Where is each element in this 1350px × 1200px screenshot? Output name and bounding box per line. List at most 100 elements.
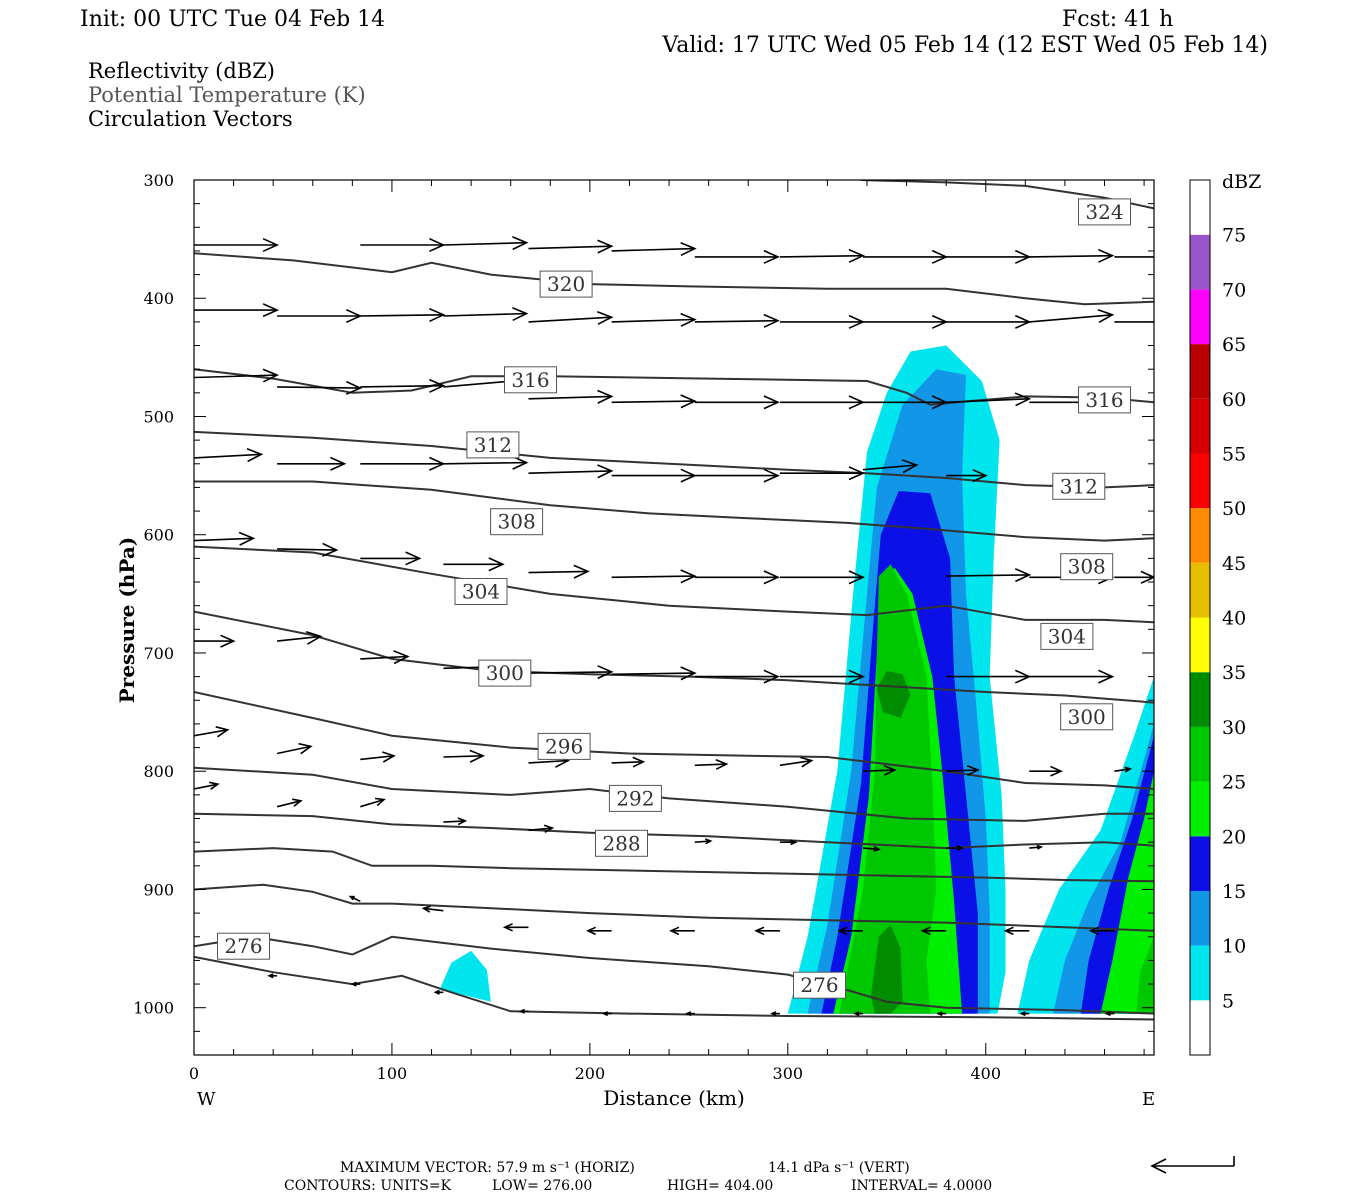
contour-label: 312 [1052, 472, 1106, 500]
colorbar-tick-label: 70 [1222, 279, 1246, 301]
colorbar-tick-label: 40 [1222, 608, 1246, 630]
x-tick-label: 400 [970, 1064, 1001, 1083]
colorbar-swatch [1190, 344, 1210, 399]
footer-contour-units: CONTOURS: UNITS=K [284, 1178, 452, 1194]
x-tick-label: 300 [773, 1064, 804, 1083]
circulation-vector [779, 669, 865, 684]
circulation-vector [611, 468, 697, 483]
colorbar-swatch [1190, 726, 1210, 782]
circulation-vector [862, 459, 919, 474]
contour-label: 324 [1078, 198, 1131, 226]
colorbar-swatch [1190, 945, 1210, 1001]
reflectivity-region-30dbz [870, 924, 903, 1014]
circulation-vector [1104, 1011, 1115, 1017]
circulation-vector [194, 303, 280, 318]
circulation-vector [1029, 765, 1063, 777]
y-tick-label: 700 [143, 644, 174, 663]
svg-text:308: 308 [1068, 555, 1106, 579]
circulation-vector [694, 570, 780, 585]
circulation-vector [348, 895, 361, 903]
y-tick-label: 300 [143, 171, 174, 190]
svg-text:312: 312 [474, 433, 512, 457]
circulation-vector [694, 669, 780, 684]
circulation-vector [946, 764, 980, 776]
circulation-vector [779, 314, 865, 329]
colorbar-tick-label: 10 [1222, 936, 1246, 958]
reflectivity-region-5dbz [439, 950, 491, 1002]
circulation-vector [528, 239, 614, 254]
y-axis-label: Pressure (hPa) [115, 537, 139, 704]
circulation-vector [920, 926, 947, 936]
contour-label: 300 [478, 659, 532, 687]
colorbar-tick-label: 55 [1222, 443, 1246, 465]
circulation-vector [601, 1011, 612, 1017]
y-tick-label: 400 [143, 289, 174, 308]
legend-circulation-vectors: Circulation Vectors [88, 107, 293, 131]
colorbar-tick-label: 35 [1222, 662, 1246, 684]
circulation-vector [936, 1011, 947, 1017]
circulation-vector [1114, 766, 1133, 773]
circulation-vector [528, 389, 614, 404]
colorbar-units: dBZ [1222, 171, 1261, 193]
circulation-vector [946, 392, 1032, 407]
circulation-vector [1029, 669, 1115, 684]
circulation-vector [779, 756, 814, 768]
footer-contour-low: LOW= 276.00 [492, 1178, 592, 1194]
colorbar-swatch [1190, 562, 1210, 618]
circulation-vector [779, 570, 865, 585]
y-axis: 300 400 500 600 700 800 900 1000 [133, 171, 1154, 1056]
circulation-vector [277, 456, 347, 471]
svg-text:276: 276 [224, 934, 262, 958]
contour-label: 304 [1040, 622, 1094, 650]
theta-contour-304 [194, 545, 1154, 624]
valid-time: Valid: 17 UTC Wed 05 Feb 14 (12 EST Wed … [661, 33, 1268, 58]
circulation-vector [1003, 926, 1030, 936]
reflectivity-region-25dbz [1136, 936, 1154, 1014]
circulation-vector [779, 466, 865, 481]
svg-text:300: 300 [486, 661, 524, 685]
circulation-vector [421, 905, 444, 913]
circulation-vector [277, 630, 323, 645]
circulation-vector [276, 798, 303, 808]
colorbar-tick-label: 20 [1222, 826, 1246, 848]
circulation-vector [194, 726, 230, 738]
x-axis-label: Distance (km) [603, 1086, 745, 1110]
svg-text:324: 324 [1085, 200, 1123, 224]
circulation-vector [277, 542, 339, 557]
circulation-vector [946, 468, 988, 483]
colorbar: 5 10 15 20 25 30 35 40 45 50 55 60 65 70 75 [1189, 179, 1246, 1056]
circulation-vector [611, 666, 697, 681]
reflectivity-region-30dbz [876, 670, 911, 718]
circulation-vector [443, 817, 468, 826]
theta-contour-284 [194, 847, 1154, 883]
reflectivity-region-25dbz [839, 564, 937, 1014]
colorbar-tick-label: 50 [1222, 498, 1246, 520]
theta-contour-308 [194, 480, 1154, 542]
circulation-vector [1114, 321, 1154, 323]
circulation-vector [1029, 248, 1115, 263]
circulation-vector [528, 665, 614, 680]
circulation-vector [694, 838, 713, 845]
circulation-vector [779, 248, 865, 263]
colorbar-swatch [1190, 672, 1210, 727]
circulation-vector [267, 973, 278, 979]
svg-text:300: 300 [1068, 705, 1106, 729]
svg-text:288: 288 [602, 831, 640, 855]
colorbar-tick-label: 60 [1222, 389, 1246, 411]
colorbar-swatch [1190, 617, 1210, 673]
forecast-hour: Fcst: 41 h [1062, 7, 1173, 32]
svg-text:276: 276 [800, 973, 838, 997]
x-axis-east-label: E [1142, 1089, 1155, 1110]
theta-contour-276 [194, 935, 1154, 1015]
circulation-vector [1114, 570, 1154, 584]
circulation-vector [1019, 1011, 1030, 1017]
circulation-vector [502, 923, 529, 932]
circulation-vector [694, 468, 780, 483]
theta-contour-292 [194, 766, 1154, 822]
circulation-vector [194, 781, 220, 790]
theta-contour-316 [194, 368, 1154, 406]
init-time: Init: 00 UTC Tue 04 Feb 14 [80, 7, 385, 32]
theta-contour-280 [194, 883, 1154, 932]
circulation-vector [1029, 308, 1115, 323]
circulation-vector [518, 1008, 529, 1014]
